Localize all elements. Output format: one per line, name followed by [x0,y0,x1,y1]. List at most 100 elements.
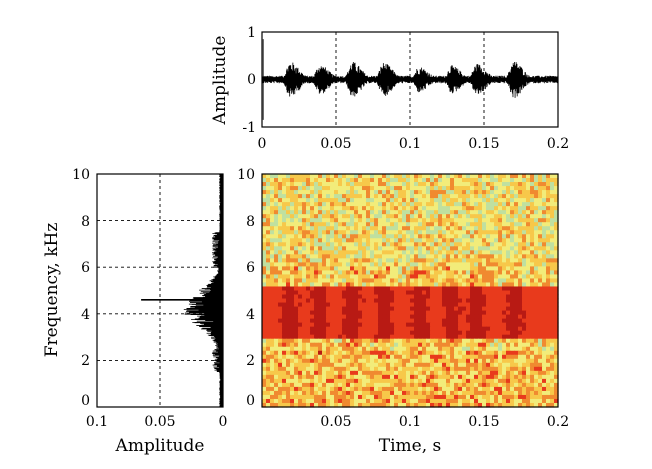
spectrogram-cell [362,234,367,239]
spectrogram-cell [366,282,371,288]
spectrogram-cell [394,294,399,300]
spectrogram-cell [442,174,447,179]
spectrogram-cell [366,346,371,352]
spectrogram-cell [322,398,327,404]
spectrogram-cell [394,190,399,195]
spectrogram-cell [262,310,267,316]
spectrogram-cell [326,266,331,272]
spectrogram-cell [382,398,387,404]
spectrogram-cell [474,278,479,284]
spectrogram-cell [310,242,315,247]
spectrogram-cell [446,230,451,235]
spectrogram-cell [546,190,551,195]
spectrogram-cell [262,402,267,408]
spectrogram-cell [286,370,291,376]
spectrogram-cell [526,218,531,223]
spectrogram-cell [370,398,375,404]
spectrogram-cell [286,198,291,203]
spectrogram-cell [486,342,491,348]
spectrogram-cell [398,246,403,251]
spectrogram-cell [290,218,295,223]
spectrogram-cell [406,354,411,360]
spectrogram-cell [334,386,339,392]
spectrogram-cell [378,322,383,328]
spectrogram-cell [518,258,523,263]
spectrogram-cell [358,282,363,288]
spectrogram-cell [406,370,411,376]
spectrogram-cell [386,298,391,304]
spectrogram-cell [526,330,531,336]
spectrogram-cell [314,182,319,187]
spectrogram-cell [554,358,559,364]
spectrogram-cell [374,378,379,384]
waveform-ytick: -1 [242,120,256,136]
spectrogram-cell [386,294,391,300]
spectrogram-cell [470,174,475,179]
spectrogram-cell [542,234,547,239]
spectrogram-cell [434,286,439,292]
spectrogram-cell [430,174,435,179]
spectrogram-cell [418,354,423,360]
spectrogram-cell [478,202,483,207]
spectrogram-cell [318,306,323,312]
spectrogram-cell [326,262,331,267]
spectrogram-cell [494,242,499,247]
spectrogram-cell [306,370,311,376]
spectrogram-cell [490,306,495,312]
spectrogram-cell [318,334,323,340]
spectrogram-cell [362,290,367,296]
spectrogram-cell [398,354,403,360]
spectrogram-cell [526,266,531,272]
spectrogram-cell [554,186,559,191]
spectrogram-cell [282,266,287,272]
spectrogram-frame [261,173,559,408]
spectrogram-cell [306,234,311,239]
spectrogram-cell [266,238,271,243]
spectrogram-cell [274,282,279,288]
spectrogram-cell [446,266,451,272]
spectrogram-cell [410,278,415,284]
spectrogram-cell [274,186,279,191]
spectrogram-cell [402,398,407,404]
spectrogram-cell [262,226,267,231]
spectrogram-cell [430,398,435,404]
spectrogram-cell [354,238,359,243]
spectrogram-cell [398,290,403,296]
spectrogram-ytick: 8 [246,214,255,230]
spectrogram-cell [458,190,463,195]
spectrogram-cell [450,182,455,187]
spectrogram-cell [366,226,371,231]
spectrogram-cell [374,330,379,336]
spectrum-frame [96,173,224,408]
spectrogram-cell [466,382,471,388]
spectrogram-cell [354,186,359,191]
spectrogram-cell [478,258,483,263]
spectrogram-cell [362,386,367,392]
spectrogram-cell [502,390,507,396]
spectrogram-cell [530,230,535,235]
spectrogram-cell [530,286,535,292]
spectrogram-cell [362,338,367,344]
spectrogram-cell [274,250,279,255]
spectrogram-cell [494,398,499,404]
spectrogram-cell [306,198,311,203]
spectrogram-cell [430,310,435,316]
spectrogram-cell [314,242,319,247]
spectrogram-cell [550,350,555,356]
spectrogram-cell [358,198,363,203]
spectrogram-cell [506,302,511,308]
spectrogram-cell [330,354,335,360]
spectrogram-cell [374,234,379,239]
spectrogram-cell [370,354,375,360]
spectrogram-cell [494,246,499,251]
spectrogram-cell [482,370,487,376]
spectrogram-cell [546,350,551,356]
spectrogram-cell [314,290,319,296]
spectrogram-cell [406,334,411,340]
spectrogram-cell [422,322,427,328]
spectrogram-cell [286,342,291,348]
spectrogram-cell [418,234,423,239]
spectrogram-cell [342,330,347,336]
spectrogram-cell [350,370,355,376]
spectrogram-cell [410,306,415,312]
